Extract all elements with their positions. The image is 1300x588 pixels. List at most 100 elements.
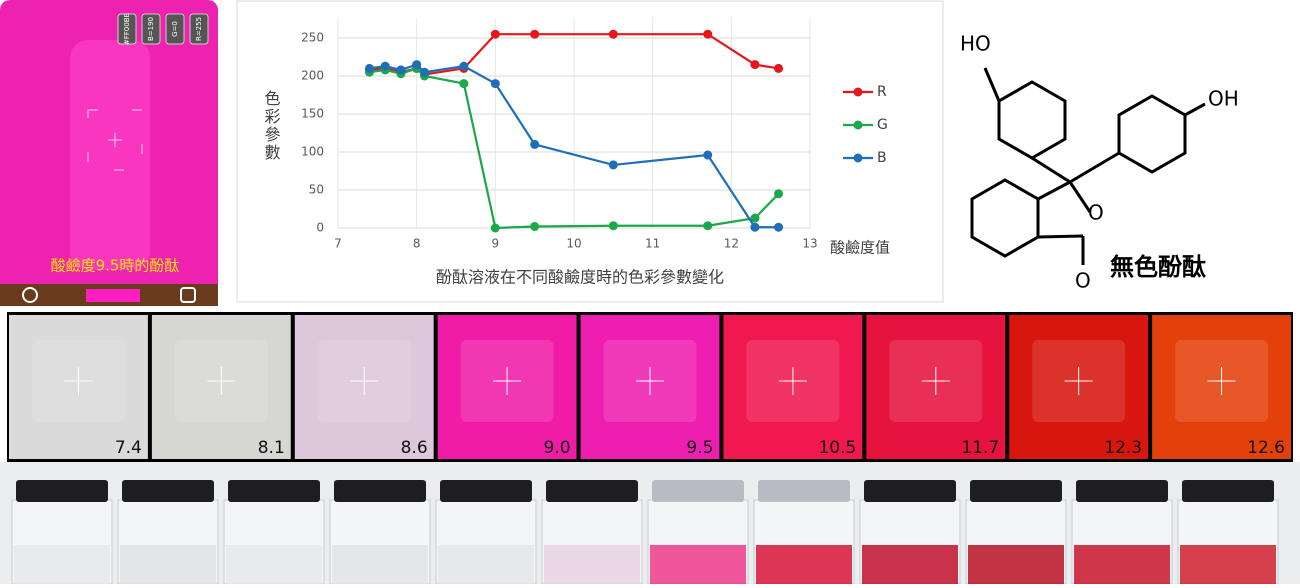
data-point bbox=[530, 139, 540, 149]
phone-caption: 酸鹼度9.5時的酚酞 bbox=[51, 257, 180, 275]
cap bbox=[758, 480, 850, 502]
chip bbox=[141, 13, 161, 45]
liquid bbox=[438, 545, 534, 584]
data-point bbox=[774, 189, 784, 199]
cap bbox=[546, 480, 638, 502]
y-axis-label: 色彩參數 bbox=[262, 90, 281, 162]
data-point bbox=[608, 29, 618, 39]
liquid bbox=[226, 545, 322, 584]
chip-label: R=255 bbox=[195, 17, 203, 41]
data-point bbox=[774, 63, 784, 73]
cap bbox=[652, 480, 744, 502]
y-tick-label: 200 bbox=[301, 69, 324, 83]
atom-label: O bbox=[1088, 201, 1104, 225]
legend-label: G bbox=[877, 117, 888, 133]
swatch-label: 11.7 bbox=[961, 438, 999, 458]
legend-marker bbox=[853, 120, 863, 130]
phone-screenshot: 酸鹼度9.5時的酚酞 bbox=[0, 0, 218, 306]
cap bbox=[334, 480, 426, 502]
data-point bbox=[420, 67, 430, 77]
cap bbox=[228, 480, 320, 502]
cap bbox=[970, 480, 1062, 502]
y-tick-label: 100 bbox=[301, 145, 324, 159]
bond bbox=[1037, 180, 1071, 201]
y-tick-label: 50 bbox=[309, 183, 324, 197]
x-tick-label: 11 bbox=[645, 237, 660, 251]
data-point bbox=[490, 223, 500, 233]
x-axis-label: 酸鹼度值 bbox=[830, 239, 890, 257]
icon[interactable] bbox=[180, 287, 196, 303]
liquid bbox=[1180, 545, 1276, 584]
data-point bbox=[774, 222, 784, 232]
y-tick-label: 150 bbox=[301, 107, 324, 121]
bond bbox=[1037, 234, 1084, 239]
x-tick-label: 8 bbox=[413, 237, 421, 251]
ring bbox=[1117, 94, 1187, 174]
data-point bbox=[703, 29, 713, 39]
x-tick-label: 9 bbox=[492, 237, 500, 251]
swatch-label: 12.3 bbox=[1104, 438, 1142, 458]
x-tick-label: 12 bbox=[724, 237, 739, 251]
data-point bbox=[412, 60, 422, 70]
cap bbox=[16, 480, 108, 502]
liquid bbox=[756, 545, 852, 584]
data-point bbox=[364, 63, 374, 73]
swatch-label: 10.5 bbox=[818, 438, 856, 458]
color-preview bbox=[86, 289, 140, 302]
liquid bbox=[14, 545, 110, 584]
data-point bbox=[750, 60, 760, 70]
data-point bbox=[608, 160, 618, 170]
bond bbox=[1184, 102, 1206, 117]
legend-label: R bbox=[877, 84, 887, 100]
liquid bbox=[544, 545, 640, 584]
cap bbox=[440, 480, 532, 502]
x-tick-label: 13 bbox=[802, 237, 817, 251]
data-point bbox=[459, 79, 469, 89]
data-point bbox=[608, 221, 618, 231]
legend-marker bbox=[853, 87, 863, 97]
ring bbox=[997, 80, 1067, 160]
cap bbox=[122, 480, 214, 502]
x-tick-label: 7 bbox=[334, 237, 342, 251]
cap bbox=[1182, 480, 1274, 502]
data-point bbox=[490, 79, 500, 89]
liquid bbox=[862, 545, 958, 584]
liquid bbox=[968, 545, 1064, 584]
swatch-label: 9.0 bbox=[544, 438, 571, 458]
structure-diagram bbox=[970, 67, 1206, 265]
data-point bbox=[380, 61, 390, 71]
data-point bbox=[750, 213, 760, 223]
legend-label: B bbox=[877, 150, 887, 166]
liquid bbox=[120, 545, 216, 584]
legend-marker bbox=[853, 153, 863, 163]
y-tick-label: 250 bbox=[301, 31, 324, 45]
data-point bbox=[396, 65, 406, 75]
data-point bbox=[703, 221, 713, 231]
chip-label: #FF00BE bbox=[123, 13, 131, 45]
icon[interactable] bbox=[22, 287, 38, 303]
bond bbox=[1031, 151, 1120, 184]
atom-label: O bbox=[1075, 269, 1091, 293]
chip-label: B=190 bbox=[147, 17, 155, 41]
liquid bbox=[650, 545, 746, 584]
swatches: 7.4 8.1 8.6 9.0 9.5 10.5 11.7 12.3 12.6 bbox=[9, 315, 1291, 459]
data-point bbox=[459, 61, 469, 71]
chip bbox=[165, 13, 185, 45]
swatch-label: 8.1 bbox=[258, 438, 285, 458]
liquid bbox=[332, 545, 428, 584]
ring bbox=[970, 178, 1040, 258]
chip bbox=[117, 13, 137, 45]
structure-caption: 無色酚酞 bbox=[1110, 253, 1206, 281]
cap bbox=[1076, 480, 1168, 502]
data-point bbox=[490, 29, 500, 39]
swatch-label: 9.5 bbox=[686, 438, 713, 458]
chip-label: G=0 bbox=[171, 21, 179, 37]
atom-label: HO bbox=[960, 32, 991, 56]
bond bbox=[983, 67, 1001, 102]
data-point bbox=[750, 222, 760, 232]
data-point bbox=[530, 221, 540, 231]
y-tick-label: 0 bbox=[316, 221, 324, 235]
swatch-label: 7.4 bbox=[115, 438, 142, 458]
atom-label: OH bbox=[1208, 87, 1239, 111]
data-point bbox=[530, 29, 540, 39]
